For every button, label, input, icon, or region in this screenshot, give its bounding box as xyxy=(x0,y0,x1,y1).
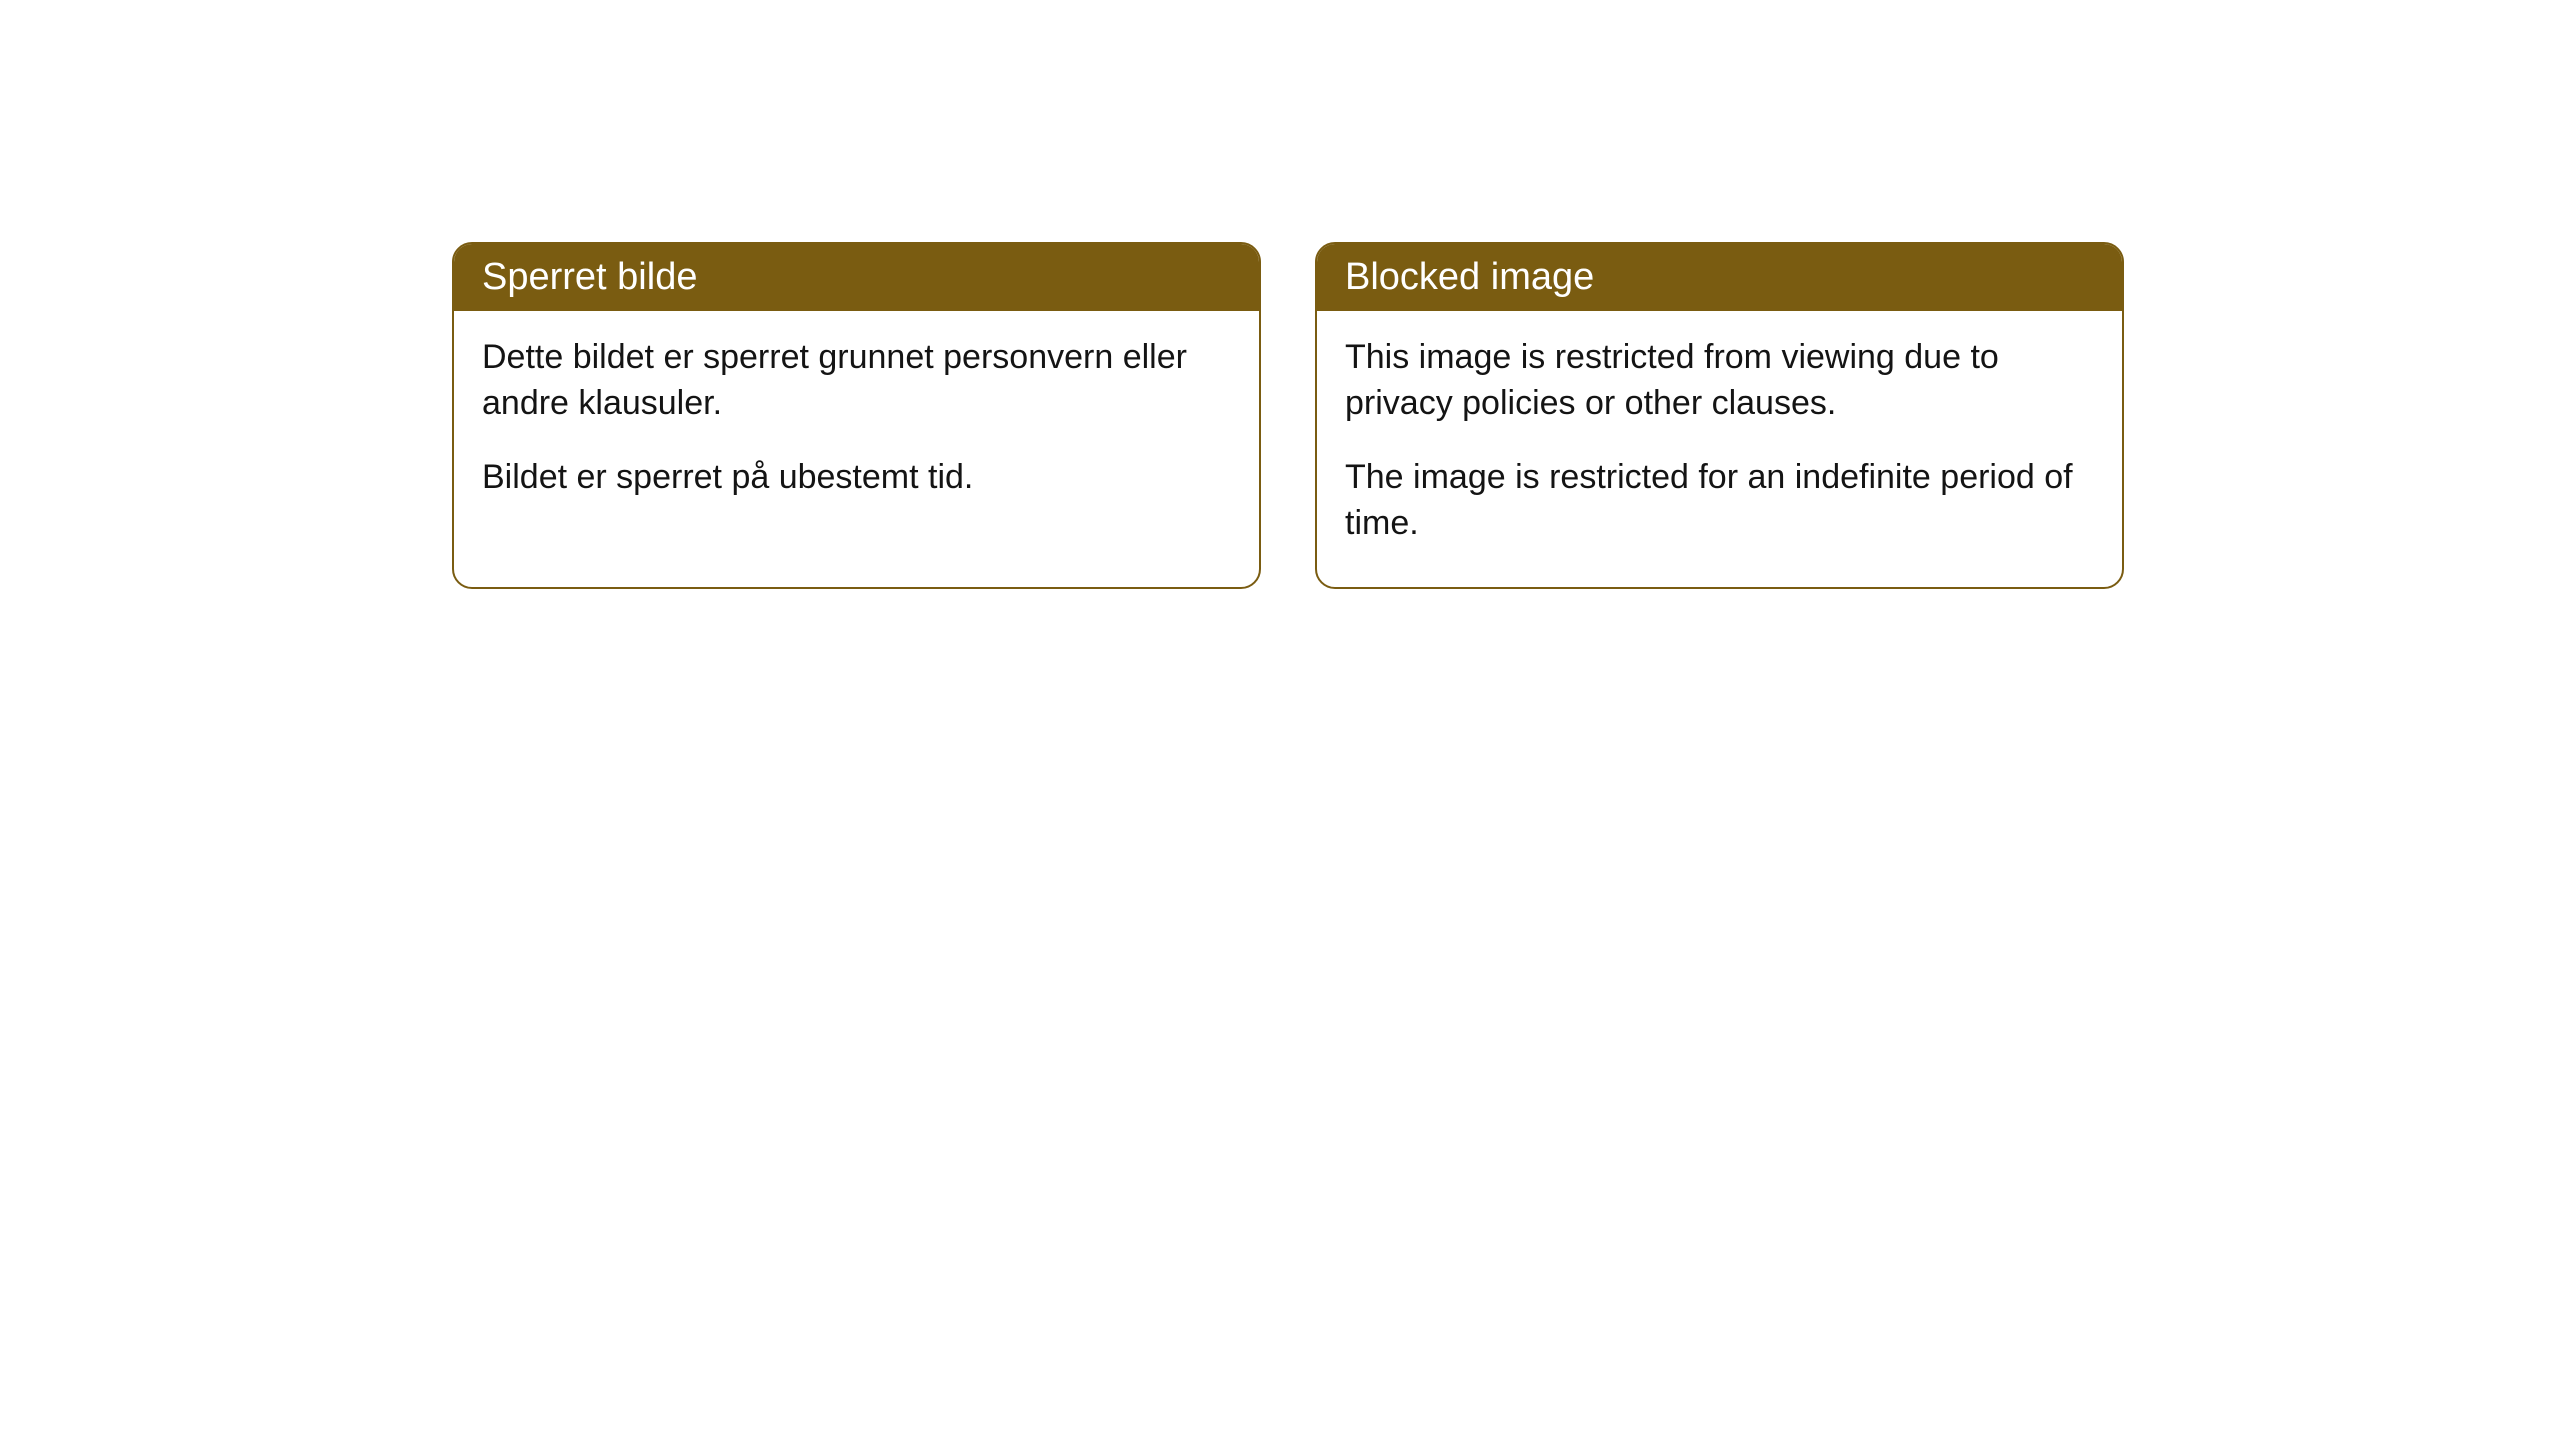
card-paragraph: Bildet er sperret på ubestemt tid. xyxy=(482,455,1231,501)
card-paragraph: The image is restricted for an indefinit… xyxy=(1345,455,2094,547)
card-paragraph: This image is restricted from viewing du… xyxy=(1345,335,2094,427)
card-title: Blocked image xyxy=(1345,256,1594,298)
card-paragraph: Dette bildet er sperret grunnet personve… xyxy=(482,335,1231,427)
blocked-image-card-en: Blocked image This image is restricted f… xyxy=(1315,242,2124,589)
card-header: Blocked image xyxy=(1317,244,2122,311)
card-body: Dette bildet er sperret grunnet personve… xyxy=(454,311,1259,541)
card-body: This image is restricted from viewing du… xyxy=(1317,311,2122,587)
blocked-image-card-no: Sperret bilde Dette bildet er sperret gr… xyxy=(452,242,1261,589)
card-header: Sperret bilde xyxy=(454,244,1259,311)
cards-container: Sperret bilde Dette bildet er sperret gr… xyxy=(452,242,2124,589)
card-title: Sperret bilde xyxy=(482,256,697,298)
